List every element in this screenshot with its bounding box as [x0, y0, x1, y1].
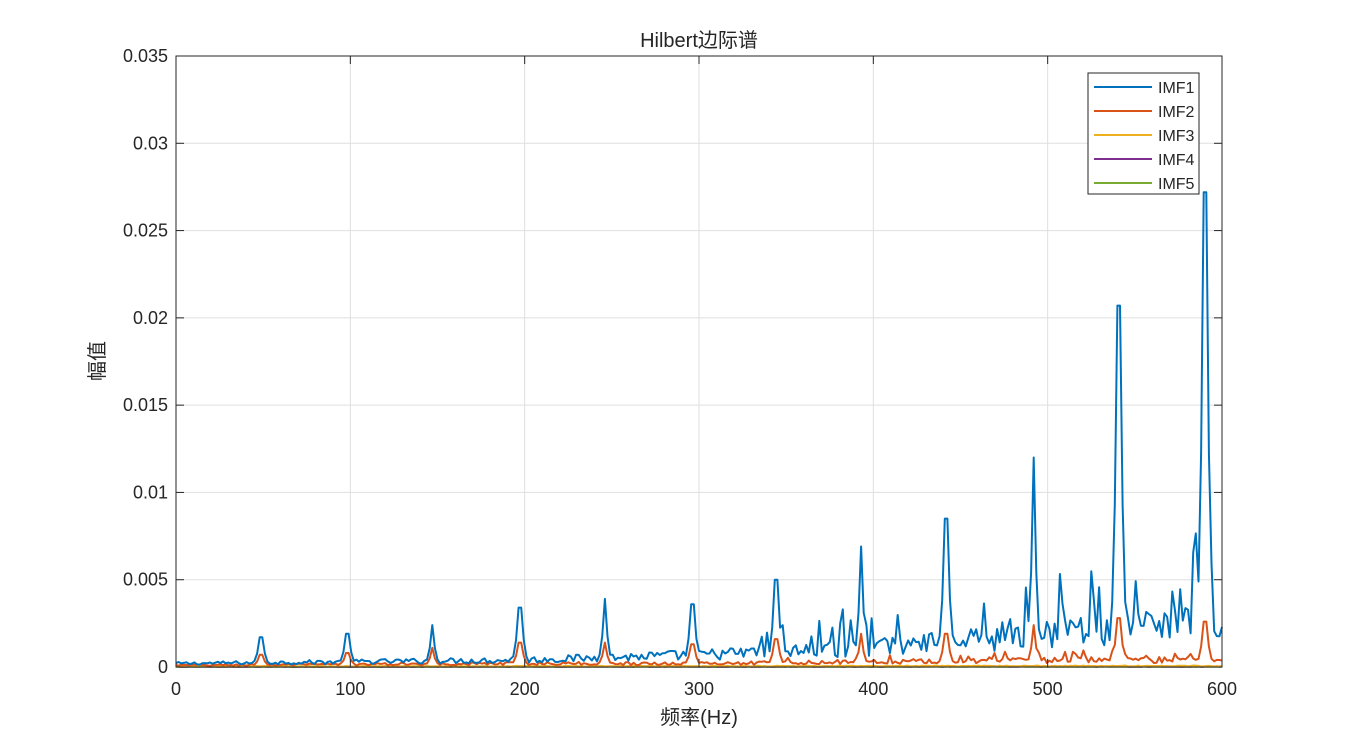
x-tick-label: 400 [858, 679, 888, 699]
y-tick-label: 0.015 [123, 395, 168, 415]
legend: IMF1 IMF2 IMF3 IMF4 IMF5 [1087, 72, 1200, 195]
y-tick-label: 0.03 [133, 133, 168, 153]
x-axis-label: 频率(Hz) [660, 706, 738, 729]
axis-ticks: 0 100 200 300 400 500 600 0 0.005 0.01 0.015 0.02 0.… [123, 46, 1237, 699]
y-tick-label: 0.025 [123, 221, 168, 241]
x-tick-label: 500 [1033, 679, 1063, 699]
y-tick-label: 0.035 [123, 46, 168, 66]
legend-label-imf1: IMF1 [1158, 80, 1195, 97]
legend-label-imf2: IMF2 [1158, 104, 1195, 121]
legend-label-imf5: IMF5 [1158, 176, 1195, 193]
x-tick-label: 600 [1207, 679, 1237, 699]
x-tick-label: 300 [684, 679, 714, 699]
x-tick-label: 200 [510, 679, 540, 699]
y-tick-label: 0.01 [133, 482, 168, 502]
legend-box [1087, 72, 1200, 195]
y-tick-label: 0 [158, 657, 168, 677]
legend-label-imf4: IMF4 [1158, 152, 1195, 169]
y-tick-label: 0.02 [133, 308, 168, 328]
legend-label-imf3: IMF3 [1158, 128, 1195, 145]
x-tick-label: 0 [171, 679, 181, 699]
y-axis-label: 幅值 [86, 341, 109, 381]
series-line-imf1 [175, 191, 1223, 666]
y-tick-label: 0.005 [123, 570, 168, 590]
chart-title: Hilbert边际谱 [640, 29, 758, 52]
x-tick-label: 100 [335, 679, 365, 699]
